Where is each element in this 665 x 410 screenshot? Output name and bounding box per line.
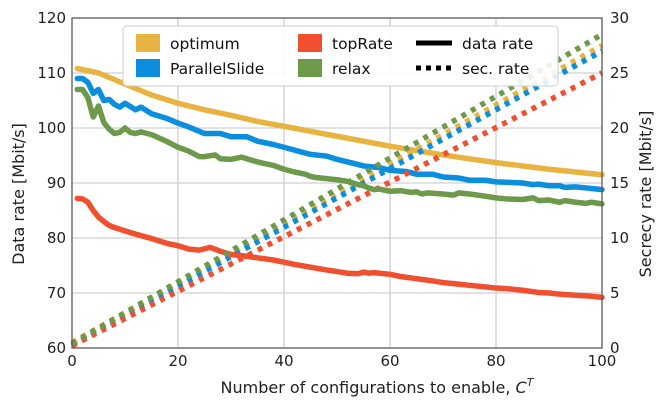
y2-tick-label: 5: [610, 284, 620, 302]
secrecy-rate-line-relax: [70, 32, 604, 346]
series-topRate: [70, 70, 605, 349]
y-tick-label: 110: [37, 64, 66, 82]
x-axis-label-text: Number of configurations to enable,: [221, 378, 516, 397]
y-axis-label: Data rate [Mbit/s]: [9, 123, 28, 265]
legend-entry-parallelslide: ParallelSlide: [136, 59, 264, 78]
y2-tick-label: 20: [610, 119, 629, 137]
x-axis-label-symbol: C: [516, 378, 528, 397]
data-rate-line-optimum: [74, 65, 605, 178]
secrecy-rate-line-ParallelSlide: [70, 48, 604, 348]
data-rate-line-topRate: [74, 195, 605, 301]
y-tick-label: 90: [47, 174, 66, 192]
x-tick-label: 20: [168, 352, 187, 370]
secrecy-rate-line-topRate: [70, 70, 604, 349]
x-tick-label: 100: [588, 352, 617, 370]
legend-entry-data-rate: data rate: [416, 35, 533, 53]
y-tick-label: 80: [47, 229, 66, 247]
legend-label: ParallelSlide: [170, 60, 264, 78]
x-axis-label: Number of configurations to enable, CT: [221, 376, 535, 397]
series-layer: [70, 32, 605, 349]
data-rate-line-relax: [74, 86, 605, 207]
legend-entry-toprate: topRate: [298, 34, 393, 53]
legend-swatch: [298, 34, 322, 52]
legend-swatch: [298, 59, 322, 77]
legend-swatch: [136, 59, 160, 77]
legend-label: optimum: [170, 35, 240, 53]
x-tick-label: 40: [274, 352, 293, 370]
plot-frame: [71, 17, 603, 349]
y2-tick-label: 10: [610, 229, 629, 247]
data-rate-line-ParallelSlide: [74, 75, 605, 193]
series-ParallelSlide: [70, 48, 605, 348]
legend-label: topRate: [332, 35, 393, 53]
x-tick-label: 60: [380, 352, 399, 370]
legend-label: data rate: [462, 35, 533, 53]
y2-tick-label: 0: [610, 339, 620, 357]
series-relax: [70, 32, 605, 346]
legend-label: relax: [332, 60, 371, 78]
y-tick-label: 70: [47, 284, 66, 302]
legend: optimum ParallelSlide topRate relax data rat…: [122, 25, 559, 87]
x-tick-label: 0: [67, 352, 77, 370]
y-tick-label: 120: [37, 9, 66, 27]
y2-tick-label: 25: [610, 64, 629, 82]
axes: 0 20 40 60 80 100 60 70 80 90 100 110 120 0 5 10 15 20 25 3…: [37, 9, 629, 370]
y2-axis-label: Secrecy rate [Mbit/s]: [636, 111, 655, 278]
legend-label: sec. rate: [462, 60, 529, 78]
x-tick-label: 80: [486, 352, 505, 370]
legend-swatch: [136, 34, 160, 52]
legend-entry-sec-rate: sec. rate: [416, 60, 529, 78]
y-tick-label: 100: [37, 119, 66, 137]
y-tick-label: 60: [47, 339, 66, 357]
legend-entry-relax: relax: [298, 59, 371, 78]
y2-tick-label: 30: [610, 9, 629, 27]
legend-entry-optimum: optimum: [136, 34, 240, 53]
y2-tick-label: 15: [610, 174, 629, 192]
x-axis-label-superscript: T: [527, 376, 535, 389]
